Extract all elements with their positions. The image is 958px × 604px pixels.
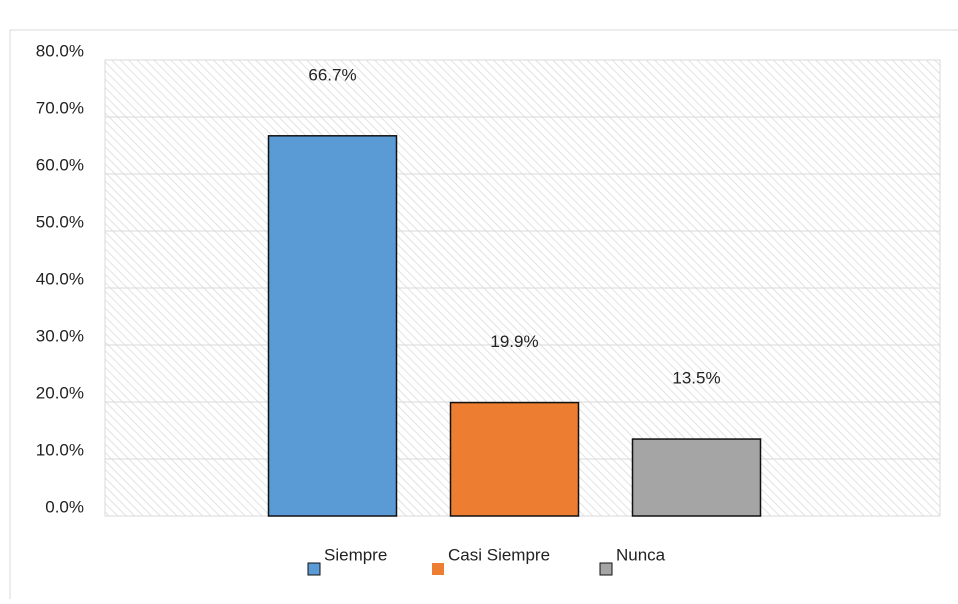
y-tick-label: 60.0%: [36, 155, 84, 174]
y-tick-label: 30.0%: [36, 326, 84, 345]
legend-marker: [432, 563, 444, 575]
y-tick-label: 10.0%: [36, 440, 84, 459]
bar: [631, 438, 762, 517]
legend-label: Siempre: [324, 545, 387, 564]
y-tick-label: 0.0%: [45, 497, 84, 516]
chart-border: [9, 29, 958, 599]
y-tick-label: 80.0%: [36, 41, 84, 60]
y-tick-label: 70.0%: [36, 98, 84, 117]
data-label: 66.7%: [308, 65, 356, 84]
y-tick-label: 20.0%: [36, 383, 84, 402]
legend-label: Nunca: [616, 545, 666, 564]
legend-marker: [307, 562, 321, 576]
y-tick-label: 40.0%: [36, 269, 84, 288]
legend-marker: [599, 562, 613, 576]
data-label: 13.5%: [672, 369, 720, 388]
y-tick-label: 50.0%: [36, 212, 84, 231]
data-label: 19.9%: [490, 332, 538, 351]
legend-label: Casi Siempre: [448, 545, 550, 564]
bar: [449, 401, 580, 517]
bar: [267, 135, 398, 517]
